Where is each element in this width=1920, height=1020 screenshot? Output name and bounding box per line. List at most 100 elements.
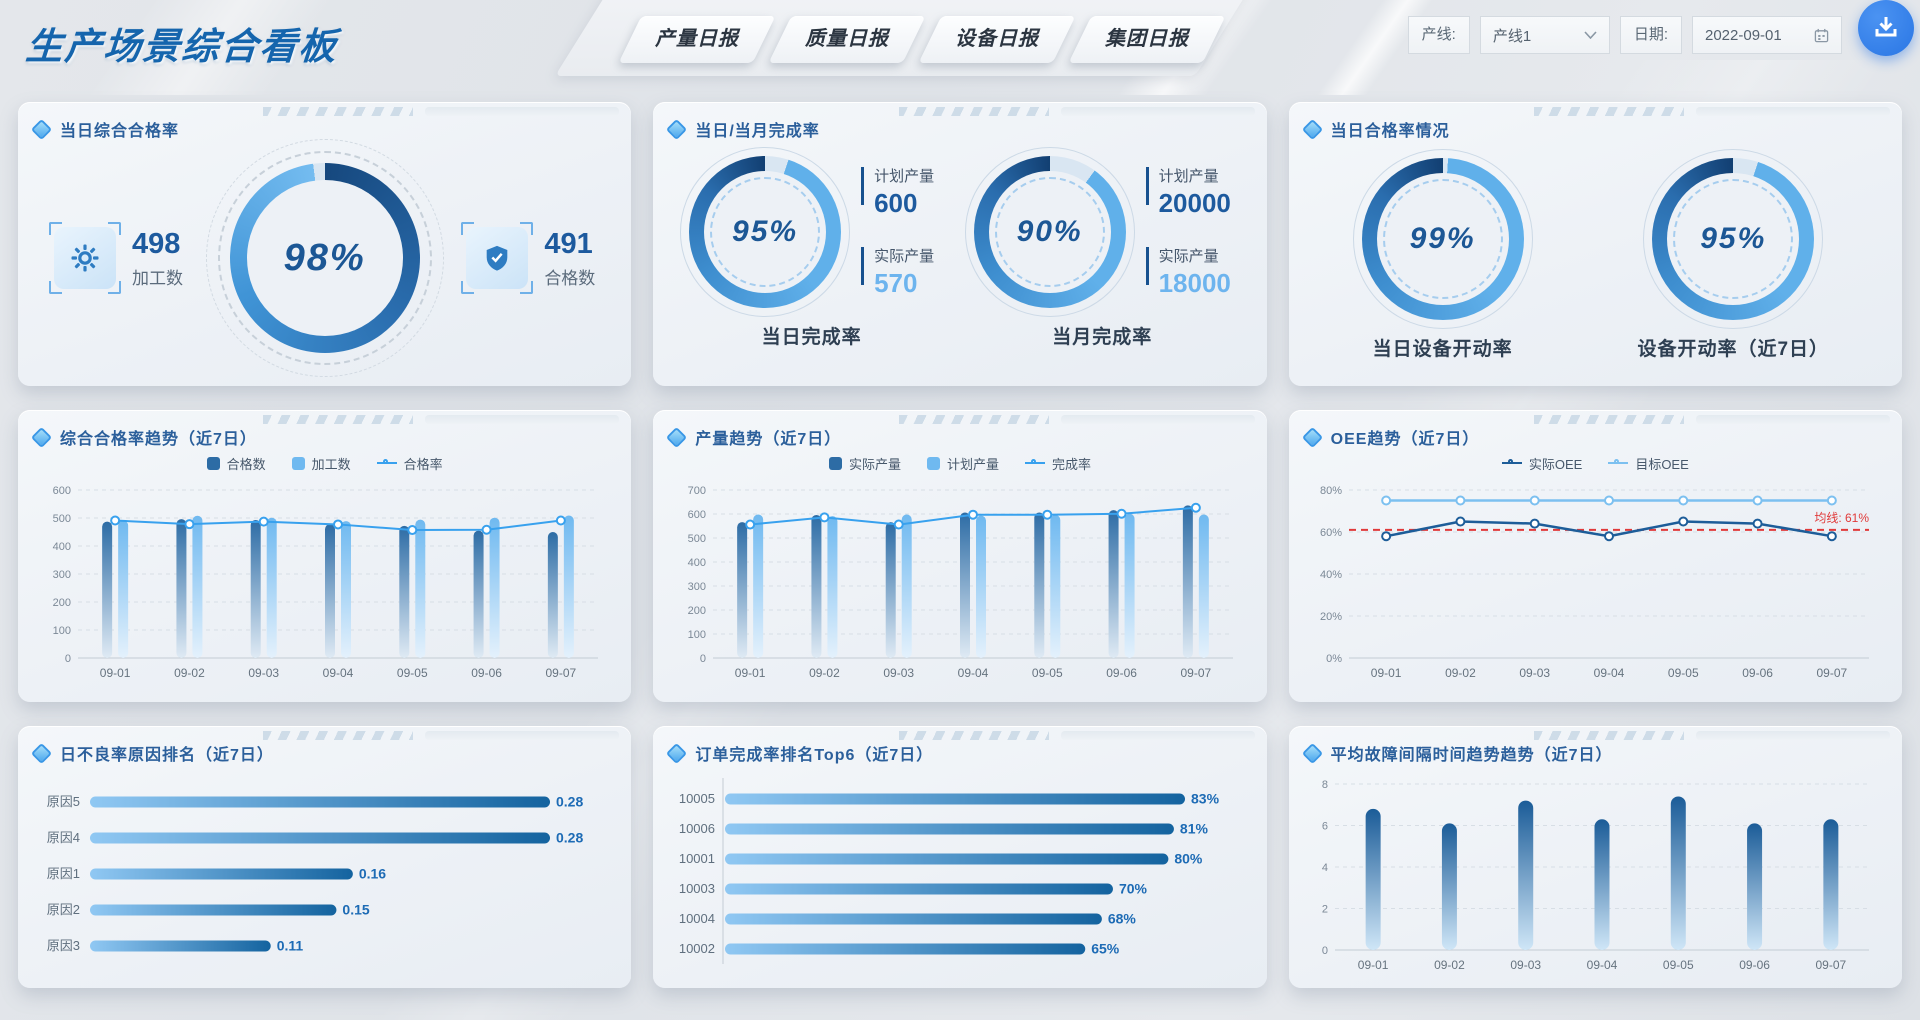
legend-line-marker [1025, 458, 1045, 464]
legend-item-plan-output[interactable]: 计划产量 [926, 454, 999, 473]
diamond-icon [30, 118, 53, 140]
date-filter-label: 日期: [1619, 16, 1682, 54]
svg-text:原因5: 原因5 [47, 794, 80, 809]
legend: 实际OEE 目标OEE [1305, 452, 1886, 474]
legend-item-qualified[interactable]: 合格数 [206, 454, 266, 473]
svg-text:0.16: 0.16 [359, 866, 386, 882]
card-qualified-trend: 综合合格率趋势（近7日） 合格数 加工数 合格率 0 100 200 300 400 50… [18, 410, 632, 702]
legend-line-marker [1501, 458, 1522, 464]
week-utilization-value: 95% [1700, 222, 1767, 255]
tab-group-daily[interactable]: 集团日报 [1068, 16, 1226, 63]
plan-output-stat: 计划产量 600 [861, 165, 934, 219]
svg-text:09-02: 09-02 [174, 666, 205, 680]
legend-swatch [291, 456, 305, 470]
card-equipment-rate: 当日合格率情况 99% 当日设备开动率 95% 设备 [1288, 102, 1902, 386]
svg-text:09-02: 09-02 [809, 666, 840, 680]
svg-text:09-02: 09-02 [1434, 958, 1465, 972]
legend-item-completion[interactable]: 完成率 [1025, 454, 1091, 473]
svg-text:09-01: 09-01 [1370, 666, 1401, 680]
machined-stat: 498 加工数 [49, 222, 183, 294]
svg-text:60%: 60% [1320, 527, 1342, 539]
download-icon [1873, 14, 1899, 43]
date-input-value: 2022-09-01 [1705, 26, 1782, 44]
shield-check-icon [461, 222, 534, 294]
svg-text:0.28: 0.28 [556, 830, 583, 846]
machined-value: 498 [132, 227, 181, 260]
legend-swatch [926, 456, 940, 470]
download-button[interactable] [1858, 0, 1914, 56]
diamond-icon [666, 118, 688, 140]
svg-text:0: 0 [65, 653, 71, 665]
calendar-icon [1814, 28, 1829, 43]
mtbf-trend-chart: 0 2 4 6 8 09-01 09-02 09-03 09-04 09-05 09-06 09-07 [1322, 779, 1869, 972]
chevron-down-icon [1584, 31, 1597, 39]
tab-output-daily[interactable]: 产量日报 [618, 16, 776, 63]
svg-text:09-06: 09-06 [1739, 958, 1770, 972]
legend-item-actual-oee[interactable]: 实际OEE [1501, 454, 1582, 473]
header: 生产场景综合看板 产量日报 质量日报 设备日报 集团日报 产线: 产线1 日期:… [0, 0, 1920, 96]
svg-text:09-03: 09-03 [248, 666, 279, 680]
legend-line-marker [376, 458, 397, 464]
monthly-completion-gauge: 90% [964, 147, 1135, 317]
legend-item-actual-output[interactable]: 实际产量 [828, 454, 901, 473]
diamond-icon [30, 742, 53, 764]
legend-swatch [828, 456, 842, 470]
svg-text:68%: 68% [1108, 911, 1137, 927]
svg-text:4: 4 [1322, 862, 1328, 874]
oee-trend-chart: 0% 20% 40% 60% 80% 09-01 09-02 09-03 09-04 09-05 0… [1320, 485, 1869, 680]
svg-text:600: 600 [53, 485, 71, 497]
qualified-stat: 491 合格数 [461, 222, 595, 294]
qualified-trend-chart: 0 100 200 300 400 500 600 09-01 09-02 09-03 09-04 0… [53, 485, 598, 680]
svg-text:09-03: 09-03 [1519, 666, 1550, 680]
svg-text:09-04: 09-04 [323, 666, 354, 680]
tab-label: 产量日报 [655, 28, 739, 50]
legend-item-machined[interactable]: 加工数 [291, 454, 351, 473]
svg-text:83%: 83% [1191, 791, 1220, 807]
week-utilization-gauge: 95% [1643, 149, 1824, 329]
order-rank-chart: 10005 83% 10006 81% 10001 80% 10003 70% 10004 68%… [679, 778, 1220, 964]
output-trend-chart: 0 100 200 300 400 500 600 700 09-01 09-02 09-03 09-… [688, 485, 1234, 680]
tab-quality-daily[interactable]: 质量日报 [768, 16, 926, 63]
svg-text:09-06: 09-06 [471, 666, 502, 680]
svg-text:400: 400 [688, 557, 706, 569]
card-oee-trend: OEE趋势（近7日） 实际OEE 目标OEE 0% 20% 40% 60% 80% 09-… [1288, 410, 1902, 702]
diamond-icon [30, 426, 53, 448]
legend-item-target-oee[interactable]: 目标OEE [1608, 454, 1689, 473]
svg-text:10001: 10001 [679, 851, 715, 866]
svg-text:400: 400 [53, 541, 71, 553]
daily-utilization-group: 99% 当日设备开动率 [1352, 149, 1533, 361]
svg-text:09-06: 09-06 [1107, 666, 1138, 680]
defect-rank-chart: 原因5 0.28 原因4 0.28 原因1 0.16 原因2 0.15 原因3 0.11 [47, 794, 584, 954]
tab-equipment-daily[interactable]: 设备日报 [918, 16, 1076, 63]
svg-text:10003: 10003 [679, 881, 715, 896]
svg-text:200: 200 [53, 597, 71, 609]
legend-item-rate[interactable]: 合格率 [376, 454, 443, 473]
svg-text:10005: 10005 [679, 791, 715, 806]
svg-text:80%: 80% [1320, 485, 1342, 497]
svg-text:20%: 20% [1320, 611, 1342, 623]
svg-text:0: 0 [700, 653, 706, 665]
line-select[interactable]: 产线1 [1479, 16, 1610, 54]
svg-text:100: 100 [688, 629, 706, 641]
card-title: 日不良率原因排名（近7日） [60, 747, 274, 764]
line-filter-label: 产线: [1407, 16, 1470, 54]
svg-text:40%: 40% [1320, 569, 1342, 581]
tab-label: 质量日报 [805, 28, 889, 50]
svg-text:09-05: 09-05 [1663, 958, 1694, 972]
daily-utilization-value: 99% [1409, 222, 1476, 255]
svg-text:500: 500 [53, 513, 71, 525]
svg-text:均线: 61%: 均线: 61% [1814, 511, 1869, 525]
date-input[interactable]: 2022-09-01 [1692, 16, 1842, 54]
pass-rate-value: 98% [283, 236, 366, 279]
card-title: 平均故障间隔时间趋势趋势（近7日） [1330, 747, 1613, 764]
svg-text:0.15: 0.15 [342, 902, 369, 918]
line-select-value: 产线1 [1492, 27, 1532, 45]
daily-completion-group: 95% 计划产量 600 实际产量 570 当日完成率 [680, 147, 934, 349]
pass-rate-gauge: 98% [205, 139, 444, 377]
svg-text:10002: 10002 [679, 941, 715, 956]
svg-text:80%: 80% [1175, 851, 1204, 867]
week-utilization-group: 95% 设备开动率（近7日） [1637, 149, 1829, 361]
card-completion-rate: 当日/当月完成率 95% 计划产量 600 实际产量 570 当日完成率 [653, 102, 1267, 386]
diamond-icon [666, 742, 688, 764]
